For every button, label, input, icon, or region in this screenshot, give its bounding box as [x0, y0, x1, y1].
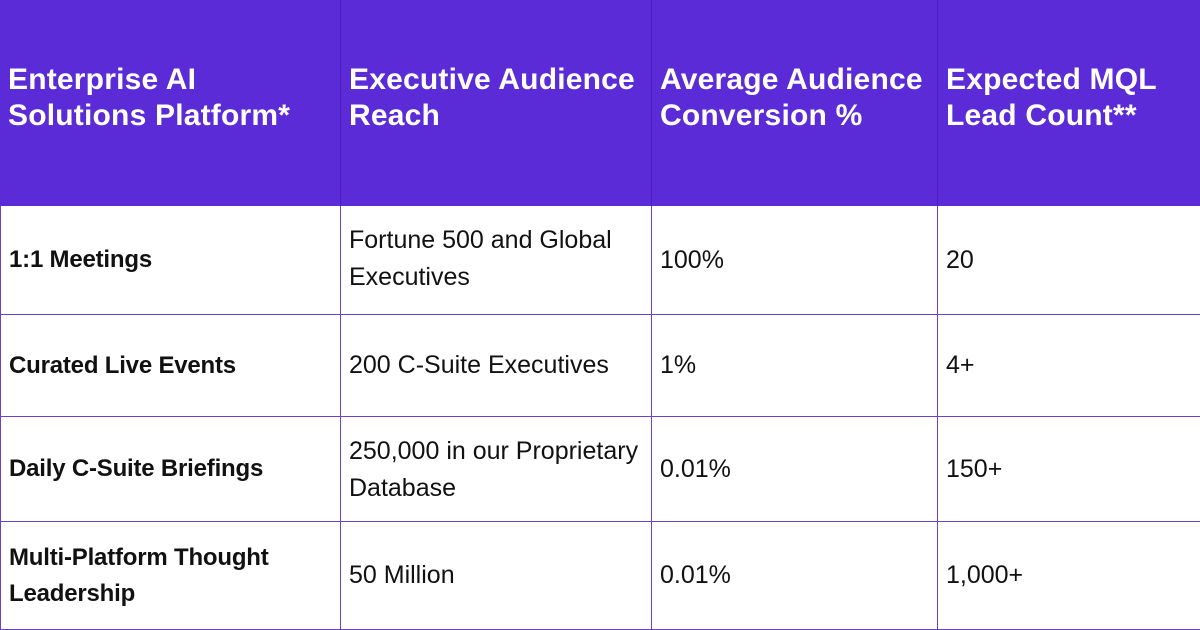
- row-2-platform: Curated Live Events: [0, 315, 341, 417]
- row-3-leads: 150+: [938, 417, 1200, 522]
- row-4-conversion: 0.01%: [652, 522, 938, 630]
- row-1-reach: Fortune 500 and Global Executives: [341, 206, 652, 315]
- row-2-leads: 4+: [938, 315, 1200, 417]
- header-audience-reach: Executive Audience Reach: [341, 0, 652, 206]
- row-1-platform: 1:1 Meetings: [0, 206, 341, 315]
- row-3-reach: 250,000 in our Proprietary Database: [341, 417, 652, 522]
- row-4-reach: 50 Million: [341, 522, 652, 630]
- header-lead-count: Expected MQL Lead Count**: [938, 0, 1200, 206]
- header-conversion: Average Audience Conversion %: [652, 0, 938, 206]
- row-4-platform: Multi-Platform Thought Leadership: [0, 522, 341, 630]
- header-platform: Enterprise AI Solutions Platform*: [0, 0, 341, 206]
- row-1-conversion: 100%: [652, 206, 938, 315]
- row-1-leads: 20: [938, 206, 1200, 315]
- row-3-platform: Daily C-Suite Briefings: [0, 417, 341, 522]
- row-2-reach: 200 C-Suite Executives: [341, 315, 652, 417]
- row-3-conversion: 0.01%: [652, 417, 938, 522]
- row-2-conversion: 1%: [652, 315, 938, 417]
- row-4-leads: 1,000+: [938, 522, 1200, 630]
